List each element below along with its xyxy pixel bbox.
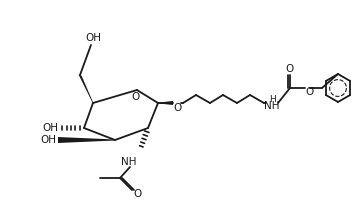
Text: O: O xyxy=(174,103,182,113)
Text: O: O xyxy=(133,189,141,199)
Text: OH: OH xyxy=(85,33,101,43)
Text: O: O xyxy=(132,92,140,102)
Text: OH: OH xyxy=(42,123,58,133)
Text: NH: NH xyxy=(264,101,280,111)
Text: O: O xyxy=(305,87,313,97)
Polygon shape xyxy=(158,101,173,105)
Polygon shape xyxy=(79,74,93,103)
Text: H: H xyxy=(270,95,276,104)
Polygon shape xyxy=(58,137,115,143)
Text: NH: NH xyxy=(121,157,137,167)
Text: O: O xyxy=(286,64,294,74)
Text: OH: OH xyxy=(40,135,56,145)
